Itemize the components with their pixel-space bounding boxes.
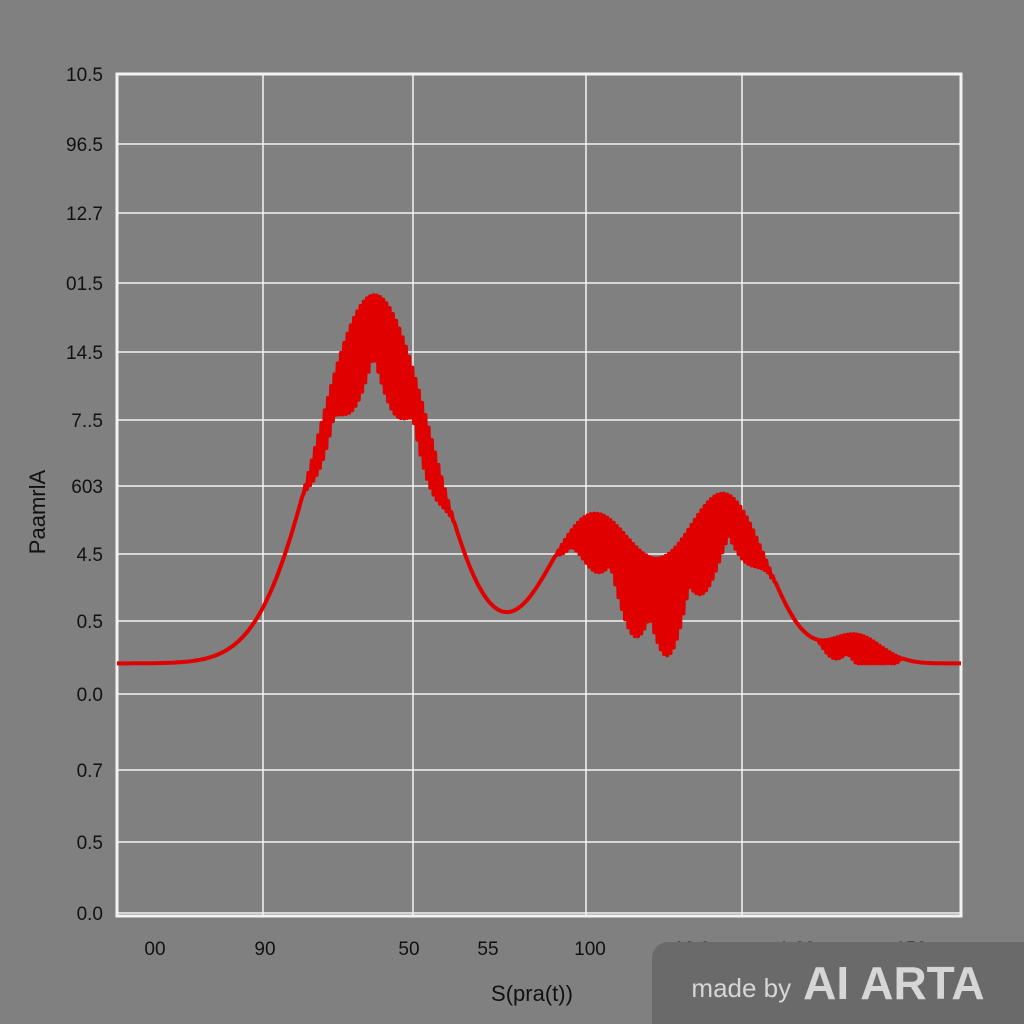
x-tick-label: 55 (477, 939, 498, 960)
plot-border (115, 72, 963, 918)
y-tick-label: 0.0 (77, 904, 103, 925)
y-tick-label: 0.5 (77, 833, 103, 854)
x-axis-title: S(pra(t)) (491, 981, 573, 1006)
x-tick-label: 50 (398, 939, 419, 960)
y-tick-label: 4.5 (77, 545, 103, 566)
y-tick-label: 0.7 (77, 761, 103, 782)
y-tick-label: 7..5 (71, 411, 103, 432)
grid-lines (117, 73, 961, 916)
watermark-brand: AI ARTA (803, 957, 985, 1009)
y-axis-title: PaamrlA (25, 469, 50, 554)
watermark-badge: made by AI ARTA (652, 942, 1024, 1024)
y-tick-label: 01.5 (66, 274, 103, 295)
x-tick-label: 90 (254, 939, 275, 960)
y-tick-label: 14.5 (66, 343, 103, 364)
y-tick-label: 0.5 (77, 612, 103, 633)
plot-frame (115, 72, 963, 918)
y-tick-label: 0.0 (77, 685, 103, 706)
x-tick-label: 100 (574, 939, 606, 960)
series-layer (116, 293, 962, 666)
y-tick-label: 12.7 (66, 204, 103, 225)
y-tick-label: 96.5 (66, 135, 103, 156)
y-tick-label: 603 (71, 477, 103, 498)
x-tick-label: 00 (144, 939, 165, 960)
y-tick-label: 10.5 (66, 65, 103, 86)
series-line (116, 293, 962, 666)
y-axis-ticks: 10.5 96.5 12.7 01.5 14.5 7..5 603 4.5 0.5 0.0 0.7 0… (66, 65, 103, 925)
watermark-prefix: made by (691, 972, 792, 1003)
